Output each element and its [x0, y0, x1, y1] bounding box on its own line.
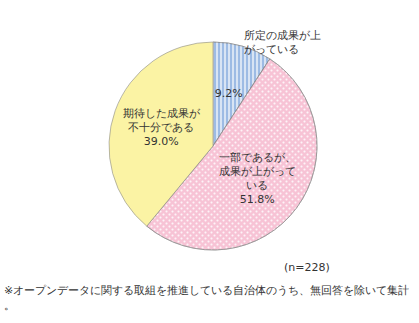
- svg-text:がっている: がっている: [244, 43, 299, 56]
- svg-text:※オープンデータに関する取組を推進している自治体のうち、無回: ※オープンデータに関する取組を推進している自治体のうち、無回答を除いて集計: [4, 284, 409, 297]
- svg-text:いる: いる: [246, 179, 268, 192]
- svg-text:成果が上がって: 成果が上がって: [219, 165, 296, 178]
- svg-text:。: 。: [4, 299, 15, 312]
- svg-text:不十分である: 不十分である: [128, 121, 194, 134]
- svg-text:9.2%: 9.2%: [215, 87, 243, 100]
- svg-text:(n=228): (n=228): [284, 261, 330, 274]
- svg-text:51.8%: 51.8%: [240, 193, 275, 206]
- svg-text:期待した成果が: 期待した成果が: [123, 107, 201, 120]
- svg-text:一部であるが、: 一部であるが、: [219, 151, 296, 164]
- svg-text:39.0%: 39.0%: [144, 135, 179, 148]
- svg-text:所定の成果が上: 所定の成果が上: [244, 29, 321, 42]
